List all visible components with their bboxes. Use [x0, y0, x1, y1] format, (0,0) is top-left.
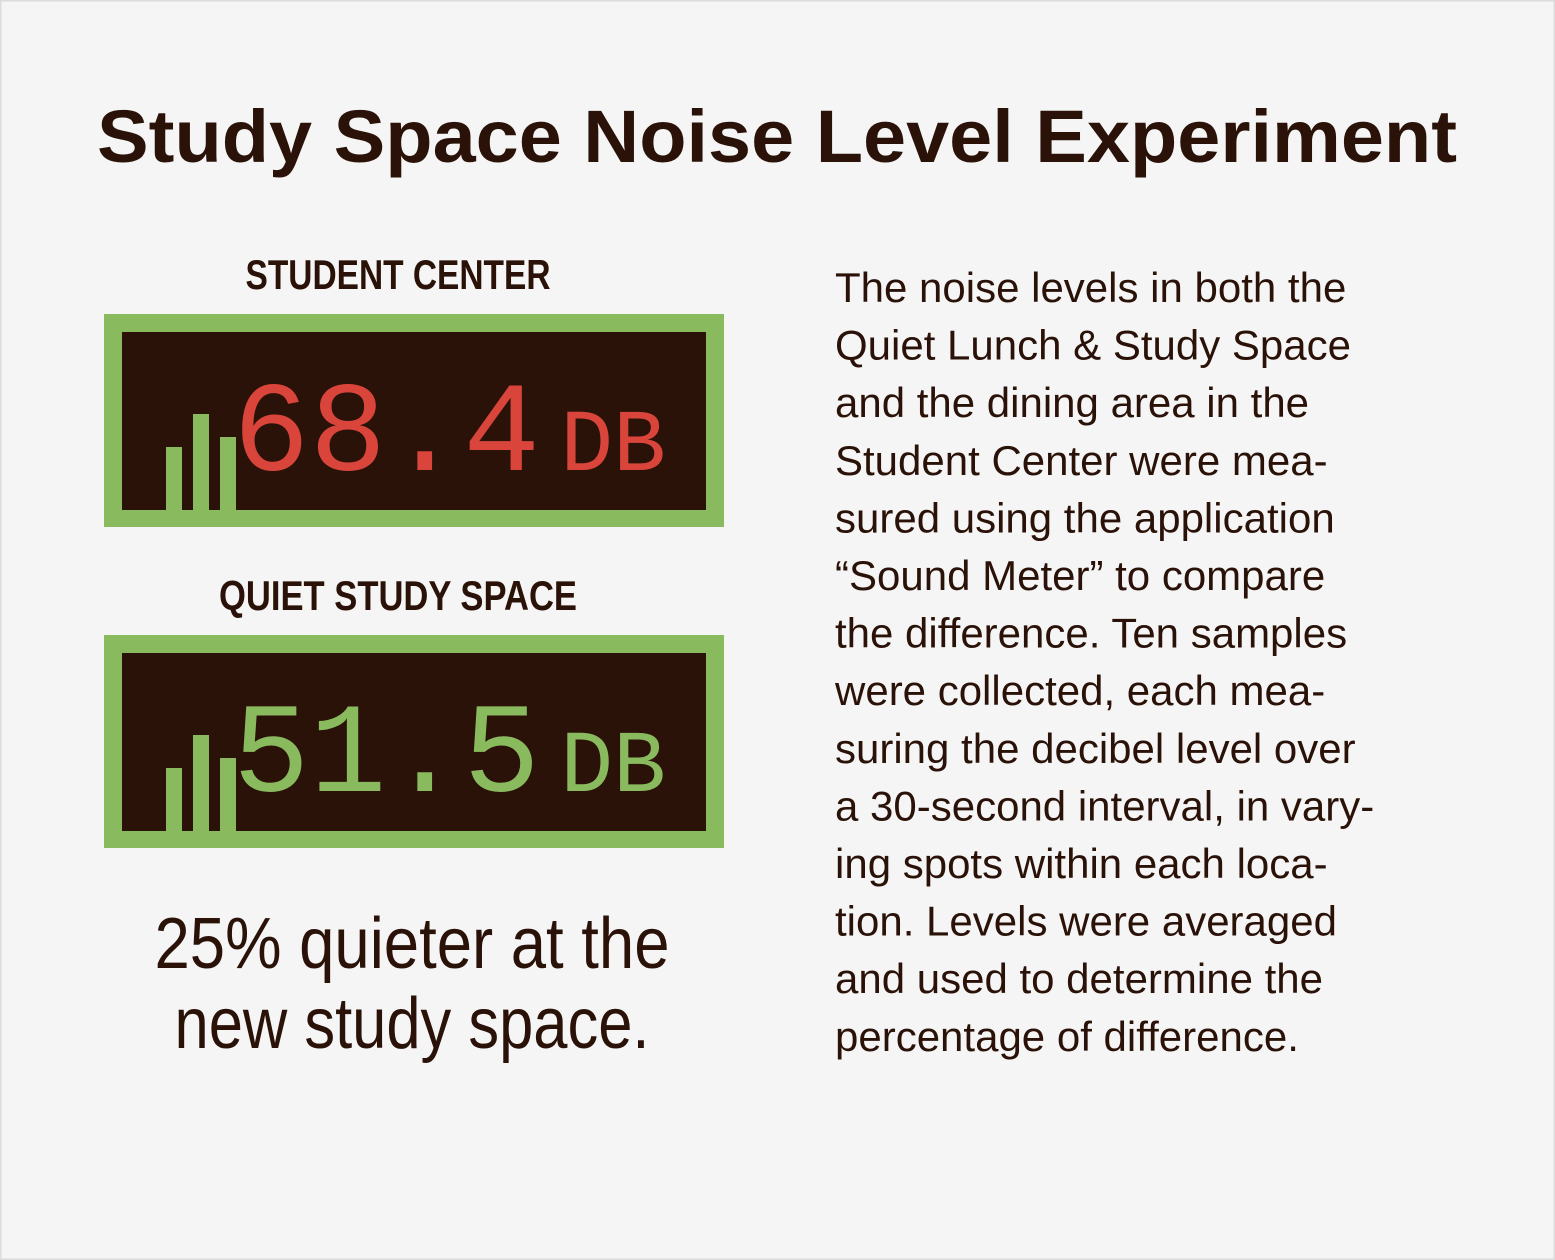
- description-line: Student Center were mea-: [835, 437, 1328, 484]
- description-line: were collected, each mea-: [834, 667, 1325, 714]
- description-line: sured using the application: [835, 494, 1335, 541]
- meter-label: QUIET STUDY SPACE: [219, 572, 577, 619]
- signal-bar: [220, 437, 236, 510]
- description-line: “Sound Meter” to compare: [835, 552, 1325, 599]
- signal-bar: [166, 447, 182, 510]
- description-line: percentage of difference.: [835, 1013, 1299, 1060]
- description-line: the difference. Ten samples: [835, 610, 1347, 657]
- signal-bar: [166, 768, 182, 831]
- description-line: ing spots within each loca-: [835, 840, 1328, 887]
- title: Study Space Noise Level Experiment: [97, 95, 1457, 178]
- description-line: a 30-second interval, in vary-: [835, 782, 1374, 829]
- meter-label: STUDENT CENTER: [246, 251, 551, 298]
- meter-unit: DB: [560, 719, 666, 818]
- meter-unit: DB: [560, 398, 666, 497]
- signal-bar: [193, 735, 209, 831]
- summary-line: new study space.: [175, 984, 650, 1064]
- meter-reading: 68.4: [233, 364, 540, 509]
- meter-screen: [122, 653, 706, 831]
- description-line: suring the decibel level over: [835, 725, 1356, 772]
- meter-screen: [122, 332, 706, 510]
- description: The noise levels in both the Quiet Lunch …: [834, 264, 1374, 1060]
- description-line: The noise levels in both the: [835, 264, 1346, 311]
- description-line: Quiet Lunch & Study Space: [835, 322, 1351, 369]
- description-line: tion. Levels were averaged: [835, 898, 1337, 945]
- meter-reading: 51.5: [233, 685, 540, 830]
- description-line: and used to determine the: [835, 955, 1323, 1002]
- signal-bar: [193, 414, 209, 510]
- summary-line: 25% quieter at the: [155, 904, 670, 984]
- description-line: and the dining area in the: [835, 379, 1309, 426]
- signal-bar: [220, 758, 236, 831]
